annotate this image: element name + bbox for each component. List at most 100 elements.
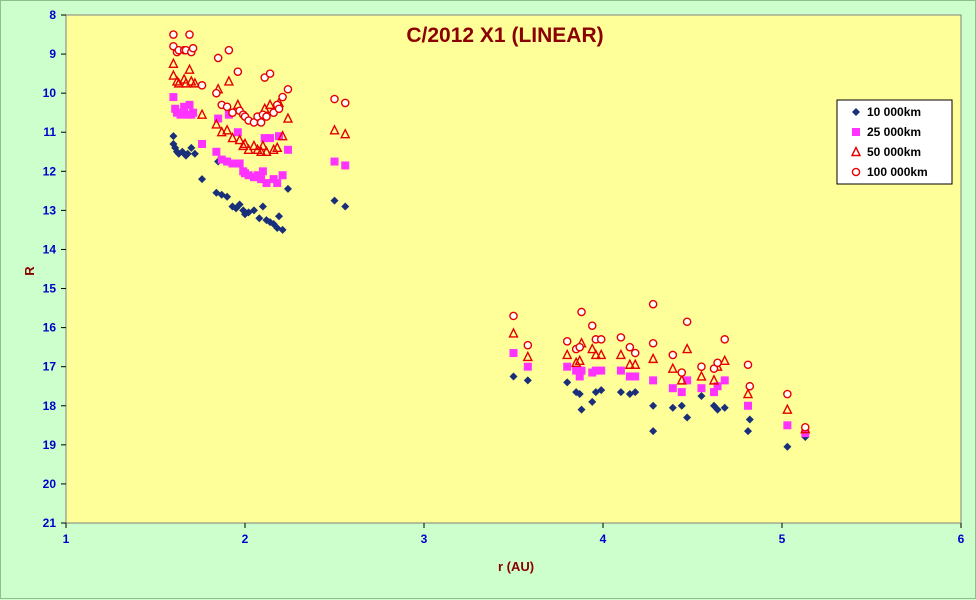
data-point [742, 387, 754, 399]
data-point [272, 141, 283, 153]
data-point [244, 171, 253, 180]
data-point [255, 214, 264, 223]
data-point [697, 384, 706, 393]
legend-marker [851, 167, 861, 177]
data-point [221, 124, 233, 135]
data-point [213, 53, 223, 63]
data-point [168, 69, 179, 80]
data-point [262, 179, 271, 188]
data-point [649, 427, 658, 436]
data-point [274, 104, 284, 114]
data-point [168, 57, 179, 69]
data-point [239, 137, 251, 149]
y-axis-title: R [22, 266, 37, 276]
data-point [238, 139, 249, 151]
data-point [571, 356, 582, 367]
data-point [682, 317, 692, 327]
x-tick-label: 2 [242, 532, 249, 546]
legend-marker [852, 108, 860, 116]
data-point [523, 362, 532, 371]
data-point [283, 184, 292, 193]
data-point [631, 388, 640, 397]
data-point [588, 397, 597, 406]
data-point [562, 348, 573, 360]
data-point [171, 75, 183, 86]
data-point [258, 167, 267, 176]
data-point [616, 388, 625, 397]
data-point [800, 422, 810, 432]
data-point [273, 179, 282, 188]
data-point [255, 145, 267, 156]
data-point [677, 368, 687, 377]
data-point [212, 147, 221, 156]
data-point [572, 366, 581, 375]
data-point [257, 139, 269, 151]
data-point [180, 102, 189, 111]
data-point [743, 401, 752, 410]
y-tick-label: 8 [49, 8, 56, 22]
data-point [188, 43, 198, 53]
data-point [523, 376, 532, 385]
data-point [268, 143, 279, 155]
data-point [198, 175, 207, 184]
data-point [340, 98, 350, 108]
data-point [631, 372, 640, 381]
data-point [257, 175, 266, 184]
y-tick-label: 19 [43, 438, 57, 452]
data-point [563, 362, 572, 371]
data-point [265, 69, 275, 78]
data-point [708, 374, 720, 385]
data-point [677, 401, 686, 410]
plot-area [65, 14, 962, 524]
data-point [235, 159, 244, 168]
data-point [575, 342, 585, 352]
legend: 10 000km 25 000km 50 000km 100 000km [836, 99, 953, 185]
data-point [228, 159, 237, 168]
data-point [248, 139, 260, 151]
y-tick-label: 14 [43, 242, 57, 256]
data-point [341, 202, 350, 211]
data-point [282, 112, 294, 123]
data-point [590, 348, 601, 360]
data-point [509, 372, 518, 381]
data-point [522, 350, 533, 362]
series-3 [169, 30, 810, 432]
data-point [185, 30, 194, 39]
data-point [266, 134, 275, 143]
data-point [783, 421, 792, 430]
data-point [616, 366, 625, 375]
data-point [683, 413, 692, 422]
data-point [668, 350, 678, 360]
data-point [625, 342, 635, 352]
data-point [577, 405, 586, 414]
data-point [258, 202, 267, 211]
data-point [596, 348, 607, 360]
data-point [616, 333, 626, 342]
data-point [264, 98, 276, 110]
data-point [720, 403, 729, 412]
data-point [697, 362, 706, 371]
data-point [275, 212, 284, 221]
data-point [523, 340, 533, 350]
legend-label: 25 000km [867, 125, 921, 139]
y-tick-label: 20 [43, 477, 57, 491]
data-point [217, 155, 226, 164]
data-point [183, 149, 192, 158]
data-point [647, 352, 659, 364]
x-tick-label: 1 [63, 532, 70, 546]
data-point [696, 370, 707, 381]
data-point [222, 102, 232, 112]
data-point [223, 192, 232, 201]
data-point [668, 384, 677, 393]
legend-label: 100 000km [867, 165, 928, 179]
data-point [228, 108, 237, 117]
y-tick-label: 15 [43, 282, 57, 296]
data-point [196, 108, 208, 119]
data-point [577, 307, 586, 317]
data-point [719, 354, 730, 366]
data-point [277, 130, 288, 141]
legend-label: 10 000km [867, 105, 921, 119]
data-point [278, 225, 287, 234]
